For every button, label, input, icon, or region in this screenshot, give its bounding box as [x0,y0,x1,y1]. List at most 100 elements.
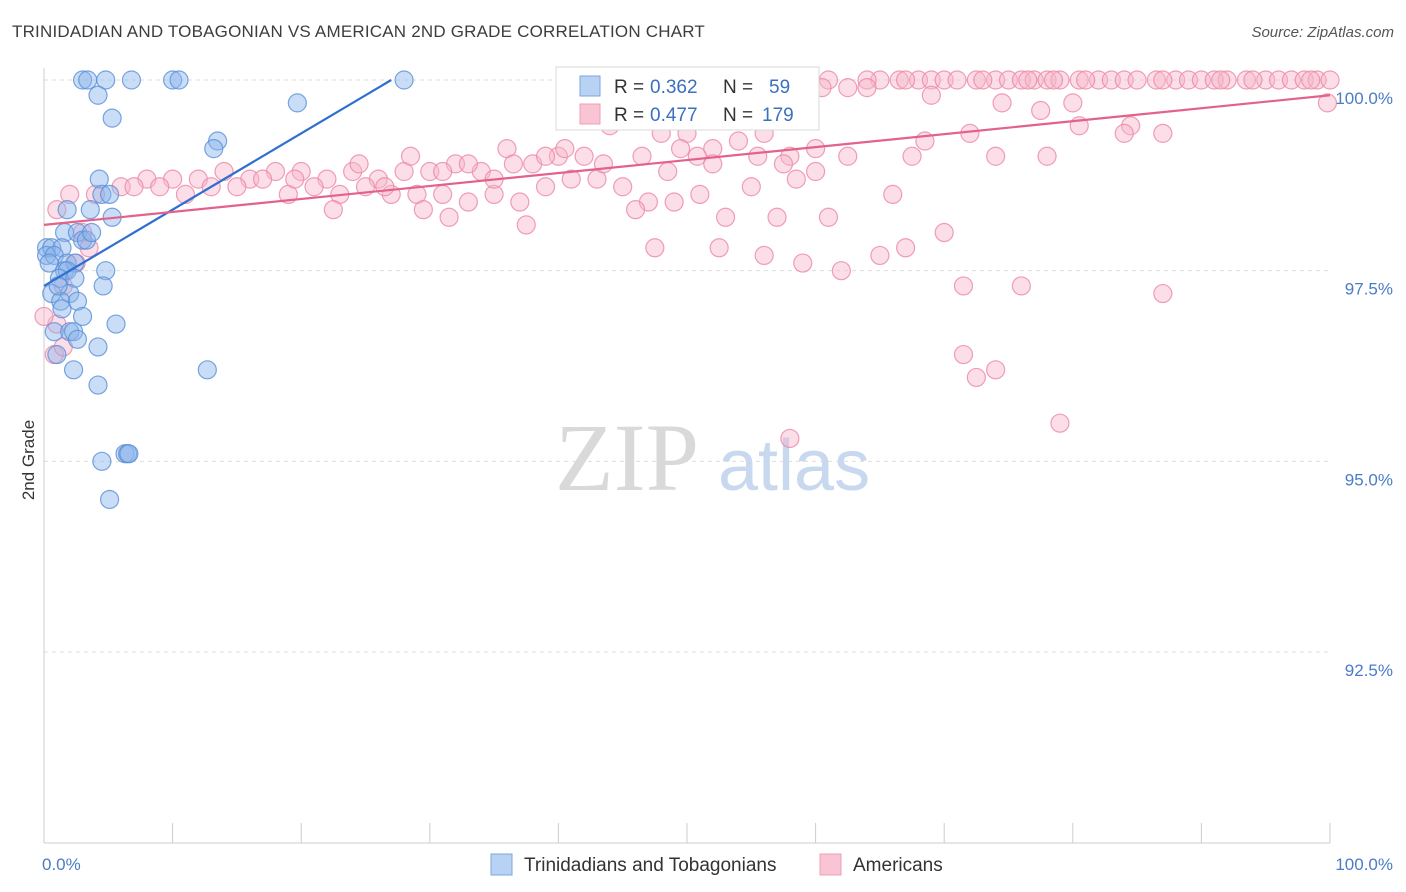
americans-point-93 [34,306,54,327]
legend-swatch-pink [579,103,601,125]
trinidadians-point-12 [89,169,109,189]
grid-lines [44,79,1330,653]
americans-point-106 [433,184,453,204]
americans-point-147 [773,154,794,174]
americans-point-153 [986,146,1006,166]
trinidadians-point-26 [36,245,57,266]
trend-lines [43,79,1331,287]
americans-point-134 [1011,276,1031,296]
bottom-legend-swatch-blue [490,853,513,876]
trinidadians-point-57 [119,444,139,464]
americans-point-85 [47,200,67,220]
bottom-legend-swatch-pink [819,853,842,876]
americans-point-107 [458,192,478,212]
americans-point-24 [1217,70,1237,90]
americans-point-87 [79,238,99,258]
americans-point-52 [1063,93,1083,113]
americans-point-150 [902,146,922,166]
americans-point-113 [613,177,633,197]
americans-point-140 [780,428,800,449]
americans-point-142 [555,139,575,159]
trinidadians-point-47 [67,329,88,349]
trinidadians-point-2 [96,70,116,90]
legend-n-label-1: N = [723,77,753,98]
trinidadians-point-15 [57,200,77,220]
americans-point-25 [1236,70,1257,90]
americans-point-149 [838,146,858,166]
legend-swatch-blue [579,75,601,97]
americans-point-119 [413,200,433,220]
americans-point-131 [896,238,916,258]
americans-point-158 [535,146,556,166]
y-tick-label-2: 95.0% [1345,470,1393,489]
americans-point-78 [214,161,234,182]
americans-point-124 [818,207,839,227]
americans-point-44 [857,78,877,98]
trinidadians-point-58 [48,276,68,296]
americans-point-141 [503,154,523,174]
trinidadians-point-23 [36,238,57,258]
americans-point-62 [780,146,800,166]
americans-point-139 [1050,413,1070,433]
y-axis-label: 2nd Grade [19,420,38,500]
legend-r-value-1: 0.362 [650,77,698,98]
americans-point-152 [960,123,980,143]
americans-point-168 [375,177,395,197]
trinidadians-point-5 [169,70,189,90]
americans-point-126 [709,238,729,258]
americans-point-117 [715,207,736,227]
americans-point-84 [60,184,80,204]
americans-point-54 [1153,123,1173,143]
watermark-atlas: atlas [718,426,870,506]
trinidadians-point-51 [197,360,217,380]
americans-point-118 [323,200,343,220]
trinidadians-point-13 [92,184,112,204]
trinidadians-point-49 [47,344,67,365]
americans-point-60 [728,131,749,151]
americans-point-53 [1121,116,1141,136]
americans-point-116 [690,184,710,204]
trinidadians-point-48 [88,337,108,357]
trinidadians-point-36 [93,276,113,296]
legend-n-value-2: 179 [762,105,794,126]
trinidadians-point-0 [72,70,93,90]
americans-point-170 [285,169,305,189]
legend-n-label-2: N = [723,105,753,126]
americans-point-138 [986,360,1006,380]
americans-point-13 [1050,70,1070,90]
americans-point-101 [304,177,324,197]
americans-point-133 [953,276,974,296]
americans-point-18 [1127,70,1147,90]
trinidadians-point-43 [106,314,126,334]
americans-point-120 [439,207,459,227]
americans-point-169 [349,154,369,174]
americans-point-115 [664,192,684,212]
americans-point-19 [1146,70,1166,90]
trend-line-americans [43,94,1331,227]
americans-point-51 [1031,100,1051,121]
americans-point-109 [510,192,530,212]
americans-point-165 [458,154,478,174]
americans-point-96 [175,184,196,204]
americans-point-42 [1043,70,1064,90]
x-tick-label-1: 100.0% [1335,855,1393,874]
americans-point-148 [805,161,826,182]
trinidadians-point-44 [44,322,64,342]
trinidadians-point-56 [99,489,120,510]
trinidadians-point-8 [287,93,307,113]
trend-line-trinidadians [43,79,392,287]
americans-point-161 [741,177,761,197]
americans-point-130 [870,245,890,266]
chart-source: Source: ZipAtlas.com [1251,24,1394,41]
trinidadians-point-7 [88,85,108,105]
trinidadians-point-25 [52,238,72,258]
americans-point-157 [687,146,707,166]
legend-r-label-1: R = [614,77,644,98]
americans-point-95 [150,177,170,197]
americans-point-123 [767,207,787,227]
americans-point-108 [484,184,504,204]
americans-point-146 [748,146,768,166]
axes [43,68,1331,844]
bottom-legend-label-blue: Trinidadians and Tobagonians [524,855,776,876]
